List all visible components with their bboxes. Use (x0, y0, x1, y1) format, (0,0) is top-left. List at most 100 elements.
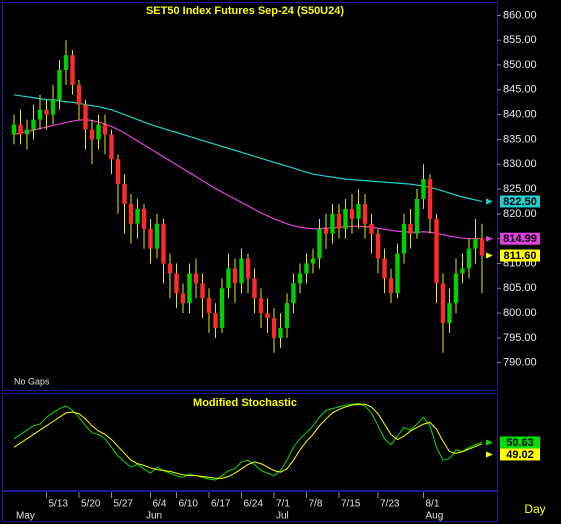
candle-body (414, 198, 420, 234)
price-marker (500, 232, 540, 245)
candle-body (154, 223, 160, 249)
stochastic-line (13, 402, 483, 481)
price-marker-label: 49.02 (506, 449, 534, 461)
marker-arrow (486, 451, 493, 458)
marker-arrow (486, 439, 493, 446)
candle-body (297, 273, 303, 284)
candle-body (284, 303, 290, 328)
month-label: Aug (426, 511, 444, 522)
candle-body (11, 124, 17, 135)
chart-title: SET50 Index Futures Sep-24 (S50U24) (146, 5, 344, 17)
candle-body (115, 159, 121, 185)
y-tick-label: 825.00 (503, 183, 537, 195)
candle-body (76, 84, 82, 105)
price-marker (500, 448, 540, 461)
candle-body (187, 273, 192, 304)
candle-body (336, 213, 342, 229)
month-label: May (16, 511, 35, 522)
candle-body (96, 124, 101, 140)
candle-body (31, 119, 36, 130)
candle-body (109, 134, 114, 160)
marker-arrow (486, 198, 493, 205)
x-tick-label: 6/24 (244, 499, 264, 510)
candle-body (219, 288, 225, 328)
price-marker (500, 436, 540, 449)
y-tick-label: 790.00 (503, 357, 537, 369)
y-tick-label: 860.00 (503, 9, 537, 21)
candle-body (258, 298, 264, 314)
y-tick-label: 845.00 (503, 84, 537, 96)
x-tick-label: 7/23 (380, 499, 400, 510)
price-marker-label: 814.99 (503, 233, 537, 245)
candle-body (83, 104, 88, 130)
x-tick-label: 5/13 (49, 499, 69, 510)
candle-body (239, 258, 244, 284)
candle-body (278, 327, 283, 338)
candle-body (24, 129, 30, 135)
candle-body (401, 223, 407, 254)
candle-body (362, 203, 368, 224)
candle-body (252, 278, 257, 299)
candle-body (193, 273, 199, 284)
y-tick-label: 835.00 (503, 133, 537, 145)
candle-body (122, 184, 127, 204)
candle-body (291, 283, 296, 304)
candle-body (375, 233, 381, 259)
stochastic-panel-frame (2, 393, 498, 491)
candle-body (245, 258, 251, 279)
candle-body (44, 109, 49, 115)
candle-body (473, 238, 478, 249)
gap-note: No Gaps (14, 376, 50, 386)
y-tick-label: 800.00 (503, 307, 537, 319)
x-tick-label: 7/15 (341, 499, 361, 510)
candle-body (37, 109, 43, 120)
candle-body (330, 213, 335, 234)
candle-body (388, 278, 394, 294)
candle-body (310, 258, 316, 264)
candle-body (63, 55, 69, 70)
candle-body (265, 313, 270, 319)
x-tick-label: 6/10 (179, 499, 199, 510)
candle-body (206, 298, 212, 314)
price-marker (500, 195, 540, 208)
candle-body (226, 268, 231, 289)
y-tick-label: 840.00 (503, 109, 537, 121)
candle-body (135, 208, 140, 224)
candle-body (408, 223, 413, 234)
candle-body (447, 303, 452, 324)
marker-arrow (486, 252, 493, 259)
candle-body (128, 203, 134, 224)
candle-body (434, 218, 439, 284)
candle-body (70, 55, 75, 85)
candle-body (421, 179, 426, 199)
candle-body (200, 283, 205, 299)
candle-body (317, 228, 322, 259)
x-tick-label: 5/20 (81, 499, 101, 510)
candle-body (453, 273, 459, 304)
candle-body (102, 124, 108, 135)
candle-body (343, 208, 348, 229)
x-tick-label: 7/8 (309, 499, 323, 510)
y-tick-label: 820.00 (503, 208, 537, 220)
period-label: Day (524, 502, 545, 516)
candle-body (180, 293, 186, 304)
candle-body (356, 203, 361, 219)
candle-body (148, 228, 153, 249)
candle-body (89, 129, 95, 140)
candle-body (440, 283, 446, 324)
candle-body (349, 208, 355, 219)
candle-body (57, 69, 62, 100)
y-tick-label: 830.00 (503, 158, 537, 170)
candle-body (141, 208, 147, 229)
y-tick-label: 795.00 (503, 332, 537, 344)
candle-body (50, 99, 56, 115)
month-label: Jul (276, 511, 289, 522)
candle-body (271, 318, 277, 338)
x-tick-label: 6/17 (211, 499, 231, 510)
x-tick-label: 7/1 (276, 499, 290, 510)
candle-body (382, 258, 387, 279)
candle-body (174, 273, 179, 294)
date-axis-frame (2, 491, 498, 522)
